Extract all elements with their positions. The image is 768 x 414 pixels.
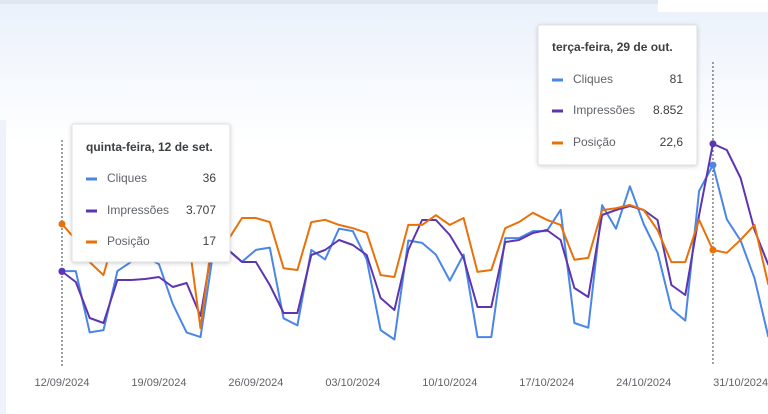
tooltip-name: Impressões <box>573 103 635 117</box>
tooltip-value: 36 <box>203 171 217 185</box>
plot-area: 12/09/2024 19/09/2024 26/09/2024 03/10/2024… <box>34 62 768 389</box>
x-tick-label: 19/09/2024 <box>131 377 186 389</box>
series-line <box>61 142 768 324</box>
hover-dot <box>58 267 66 275</box>
tooltip-title: quinta-feira, 12 de set. <box>86 140 213 154</box>
tooltip-value: 81 <box>670 72 684 86</box>
tooltips: quinta-feira, 12 de set. Cliques 36 Impress… <box>71 24 698 263</box>
hover-dot <box>709 161 717 169</box>
top-card <box>658 0 768 12</box>
x-tick-label: 24/10/2024 <box>616 377 671 389</box>
tooltip-name: Cliques <box>107 171 147 185</box>
tooltip-box <box>537 24 698 166</box>
hover-dot <box>58 220 66 228</box>
x-tick-label: 17/10/2024 <box>519 377 574 389</box>
x-tick-label: 31/10/2024 <box>713 377 768 389</box>
series-line <box>62 164 768 341</box>
left-edge <box>0 120 6 414</box>
x-tick-label: 26/09/2024 <box>228 377 283 389</box>
tooltip-box <box>71 123 231 263</box>
tooltip-value: 3.707 <box>186 203 216 217</box>
tooltip-name: Posição <box>573 135 616 149</box>
tooltip-name: Posição <box>107 234 150 248</box>
top-band <box>0 0 768 4</box>
tooltip-name: Cliques <box>573 72 613 86</box>
tooltip-name: Impressões <box>107 203 169 217</box>
tooltip-value: 17 <box>203 234 217 248</box>
tooltip-value: 22,6 <box>660 135 684 149</box>
tooltip-title: terça-feira, 29 de out. <box>552 40 673 54</box>
x-tick-label: 03/10/2024 <box>325 377 380 389</box>
tooltip-value: 8.852 <box>653 103 683 117</box>
x-tick-label: 12/09/2024 <box>34 377 89 389</box>
hover-dot <box>709 140 717 148</box>
x-tick-label: 10/10/2024 <box>422 377 477 389</box>
hover-dot <box>709 246 717 254</box>
